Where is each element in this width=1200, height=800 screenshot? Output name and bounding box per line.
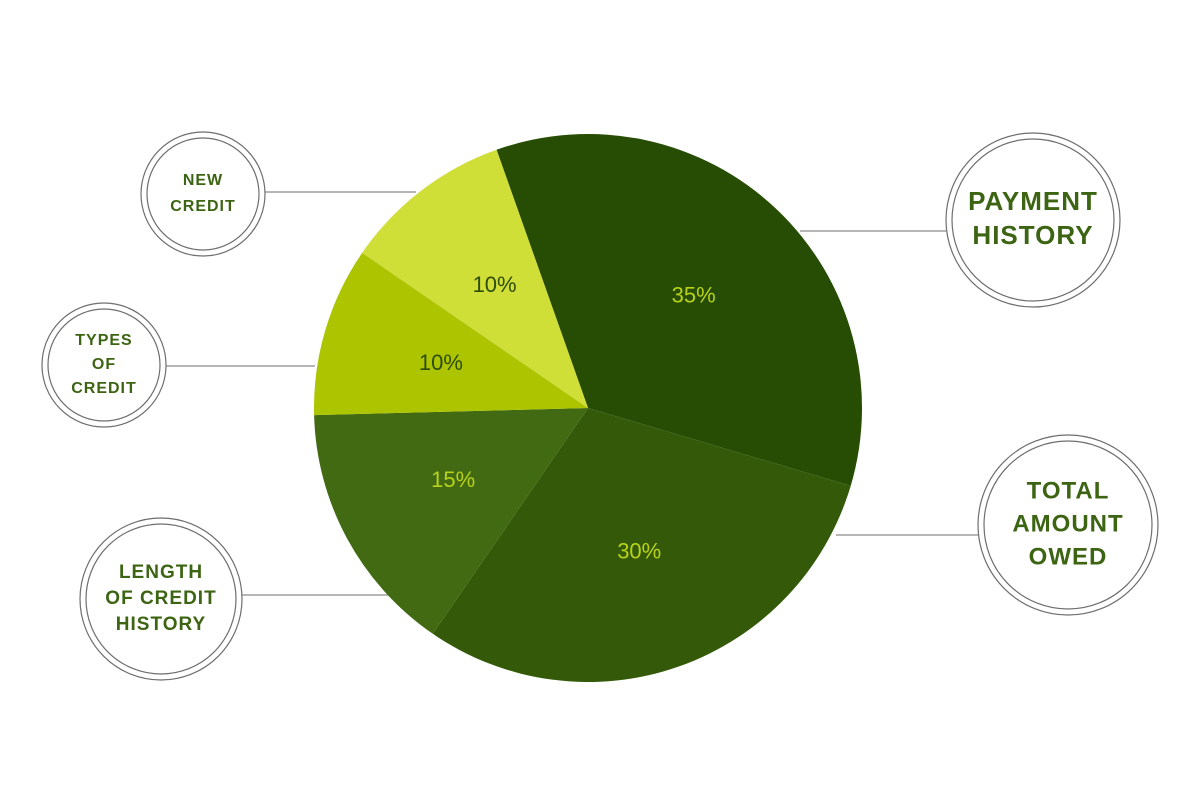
slice-value-label: 35%: [672, 283, 716, 308]
callout-label-line: PAYMENT: [968, 186, 1098, 216]
callout-label-line: OWED: [1029, 543, 1108, 570]
pie-slice-length-of-credit-history: [314, 408, 588, 634]
pie-slice-types-of-credit: [314, 252, 588, 416]
pie-slice-new-credit: [362, 149, 588, 408]
callout-outer-ring: [79, 517, 243, 681]
callout-label-line: TOTAL: [1027, 477, 1110, 504]
callout-types-of-credit: TYPES OF CREDIT: [41, 302, 167, 428]
pie-slice-total-amount-owed: [432, 408, 851, 683]
slice-value-label: 10%: [473, 272, 517, 297]
callout-label-line: LENGTH: [119, 562, 203, 583]
callout-inner-ring: [146, 137, 260, 251]
callout-outer-ring: [945, 132, 1121, 308]
category-callouts: PAYMENT HISTORY TOTAL AMOUNT OWED LENGTH OF CR…: [41, 131, 1159, 681]
callout-payment-history: PAYMENT HISTORY: [945, 132, 1121, 308]
callout-label-line: AMOUNT: [1012, 510, 1123, 537]
callout-label-line: TYPES: [75, 332, 132, 349]
connector-lines: [166, 191, 978, 596]
callout-outer-ring: [140, 131, 266, 257]
callout-inner-ring: [951, 138, 1115, 302]
callout-label-line: NEW: [183, 172, 223, 189]
callout-label-line: HISTORY: [116, 614, 206, 635]
slice-value-labels: 35% 30% 15% 10% 10%: [419, 272, 716, 563]
pie-slice-payment-history: [496, 134, 862, 486]
callout-total-amount-owed: TOTAL AMOUNT OWED: [977, 434, 1159, 616]
callout-outer-ring: [41, 302, 167, 428]
callout-outer-ring: [977, 434, 1159, 616]
callout-inner-ring: [85, 523, 237, 675]
callout-label-line: OF: [92, 356, 116, 373]
callout-inner-ring: [47, 308, 161, 422]
callout-label-line: HISTORY: [972, 220, 1093, 250]
callout-new-credit: NEW CREDIT: [140, 131, 266, 257]
callout-label-line: CREDIT: [170, 198, 236, 215]
callout-label-line: OF CREDIT: [105, 588, 216, 609]
callout-inner-ring: [983, 440, 1153, 610]
slice-value-label: 30%: [617, 538, 661, 563]
callout-length-of-credit-history: LENGTH OF CREDIT HISTORY: [79, 517, 243, 681]
slice-value-label: 10%: [419, 350, 463, 375]
callout-label-line: CREDIT: [71, 380, 137, 397]
pie-slices: [314, 134, 862, 683]
slice-value-label: 15%: [431, 467, 475, 492]
